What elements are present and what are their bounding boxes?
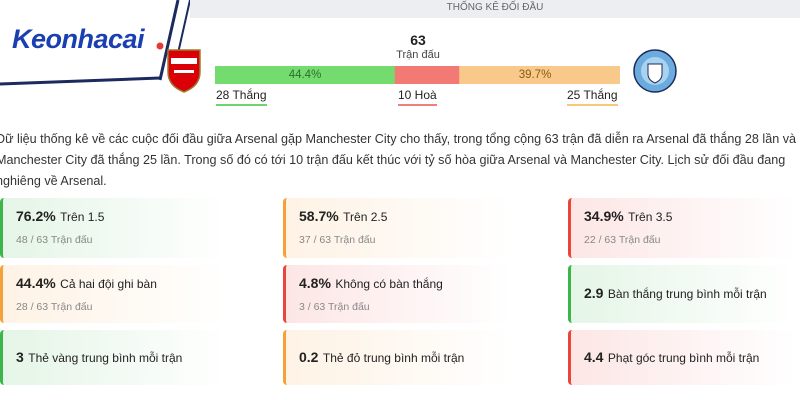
draws: 10 Hoà [398, 88, 437, 106]
card-value: 4.8% [299, 275, 331, 291]
card-value: 0.2 [299, 348, 319, 365]
home-crest [167, 49, 201, 93]
away-wins: 25 Thắng [567, 88, 618, 106]
stat-card: 34.9% Trên 3.5 22 / 63 Trận đấu [568, 198, 800, 258]
away-crest [633, 49, 677, 93]
card-line: 44.4% Cả hai đội ghi bàn [16, 275, 255, 293]
stat-card: 44.4% Cả hai đội ghi bàn 28 / 63 Trận đấu [0, 265, 268, 323]
stat-card: 3 Thẻ vàng trung bình mỗi trận [0, 330, 268, 385]
card-line: 58.7% Trên 2.5 [299, 208, 538, 226]
card-sub: 22 / 63 Trận đấu [584, 234, 661, 246]
stat-card: 4.4 Phạt góc trung bình mỗi trận [568, 330, 800, 385]
card-label: Trên 2.5 [343, 210, 388, 224]
card-value: 2.9 [584, 285, 604, 301]
card-sub: 48 / 63 Trận đấu [16, 234, 93, 246]
stat-card: 0.2 Thẻ đỏ trung bình mỗi trận [283, 330, 551, 385]
logo[interactable]: Keonhacai [12, 24, 145, 54]
card-label: Cả hai đội ghi bàn [60, 277, 157, 291]
total-label: Trận đấu [396, 49, 440, 61]
card-label: Thẻ đỏ trung bình mỗi trận [322, 350, 465, 365]
card-value: 44.4% [16, 275, 56, 291]
stat-card: 4.8% Không có bàn thắng 3 / 63 Trận đấu [283, 265, 551, 323]
section-header: THỐNG KÊ ĐỐI ĐẦU [190, 0, 800, 18]
description: Dữ liệu thống kê về các cuộc đối đầu giữ… [0, 132, 797, 188]
logo-bg [0, 0, 191, 86]
home-pct: 44.4% [288, 69, 322, 81]
result-bar [215, 66, 620, 84]
card-sub: 3 / 63 Trận đấu [299, 301, 370, 313]
card-label: Trên 1.5 [60, 210, 105, 224]
away-pct: 39.7% [518, 69, 552, 81]
stat-card: 58.7% Trên 2.5 37 / 63 Trận đấu [283, 198, 551, 258]
card-label: Thẻ vàng trung bình mỗi trận [28, 350, 183, 365]
card-label: Trên 3.5 [628, 210, 673, 224]
card-line: 0.2 Thẻ đỏ trung bình mỗi trận [299, 349, 464, 367]
card-line: 76.2% Trên 1.5 [16, 208, 255, 226]
card-sub: 28 / 63 Trận đấu [16, 301, 93, 313]
home-segment [215, 66, 395, 84]
stat-card: 76.2% Trên 1.5 48 / 63 Trận đấu [0, 198, 268, 258]
card-value: 34.9% [584, 208, 624, 224]
card-value: 3 [16, 348, 24, 365]
card-line: 3 Thẻ vàng trung bình mỗi trận [16, 349, 182, 367]
card-value: 76.2% [16, 208, 56, 224]
card-label: Không có bàn thắng [335, 277, 443, 291]
total-matches: 63 [410, 32, 426, 48]
card-label: Bàn thắng trung bình mỗi trận [607, 287, 767, 301]
card-sub: 37 / 63 Trận đấu [299, 234, 376, 246]
card-line: 4.8% Không có bàn thắng [299, 275, 538, 293]
card-line: 34.9% Trên 3.5 [584, 208, 800, 226]
card-line: 2.9 Bàn thắng trung bình mỗi trận [584, 285, 767, 303]
home-wins: 28 Thắng [216, 88, 267, 106]
away-segment [459, 66, 620, 84]
card-value: 4.4 [584, 348, 604, 365]
card-label: Phạt góc trung bình mỗi trận [607, 350, 760, 365]
stat-card: 2.9 Bàn thắng trung bình mỗi trận [568, 265, 800, 323]
card-line: 4.4 Phạt góc trung bình mỗi trận [584, 349, 759, 367]
card-value: 58.7% [299, 208, 339, 224]
